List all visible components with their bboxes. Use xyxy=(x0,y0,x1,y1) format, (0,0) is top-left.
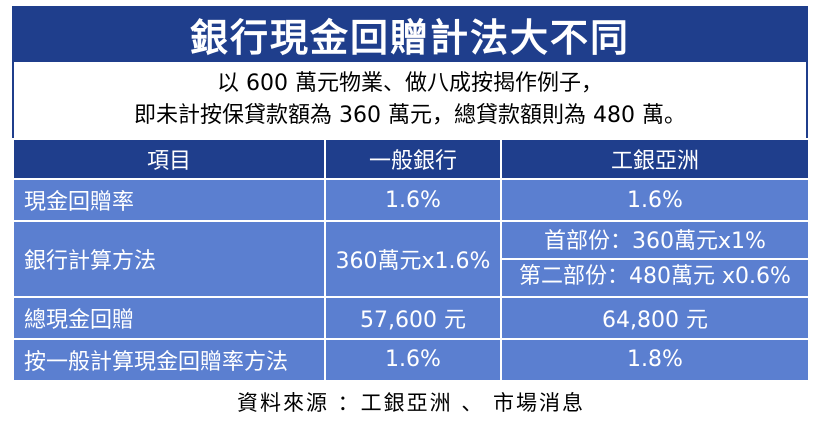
cell-icbc-split: 首部份：360萬元x1% 第二部份：480萬元 x0.6% xyxy=(500,220,810,298)
cell-icbc: 64,800 元 xyxy=(500,295,810,340)
header-icbc-asia: 工銀亞洲 xyxy=(500,138,810,180)
icbc-part-2: 第二部份：480萬元 x0.6% xyxy=(503,257,807,293)
page-title: 銀行現金回贈計法大不同 xyxy=(12,6,808,62)
source-note: 資料來源 ：工銀亞洲 、 市場消息 xyxy=(236,391,586,415)
infographic: 銀行現金回贈計法大不同 以 600 萬元物業、做八成按揭作例子， 即未計按保貸款… xyxy=(12,6,810,383)
cell-general: 360萬元x1.6% xyxy=(324,220,502,298)
cell-general: 1.6% xyxy=(324,177,502,223)
header-general-bank: 一般銀行 xyxy=(324,138,502,180)
row-label: 總現金回贈 xyxy=(12,295,326,340)
cell-general: 57,600 元 xyxy=(324,295,502,340)
comparison-table: 項目 一般銀行 工銀亞洲 現金回贈率 1.6% 1.6% 銀行計算方法 360萬… xyxy=(12,138,810,383)
table-row: 現金回贈率 1.6% 1.6% xyxy=(12,177,810,223)
row-label: 按一般計算現金回贈率方法 xyxy=(12,337,326,383)
cell-icbc: 1.6% xyxy=(500,177,810,223)
row-label: 銀行計算方法 xyxy=(12,220,326,298)
table-header-row: 項目 一般銀行 工銀亞洲 xyxy=(12,138,810,180)
table-row: 按一般計算現金回贈率方法 1.6% 1.8% xyxy=(12,337,810,383)
intro-line-2: 即未計按保貸款額為 360 萬元，總貸款額則為 480 萬。 xyxy=(134,103,686,128)
intro-line-1: 以 600 萬元物業、做八成按揭作例子， xyxy=(217,71,603,96)
row-label: 現金回贈率 xyxy=(12,177,326,223)
table-row: 銀行計算方法 360萬元x1.6% 首部份：360萬元x1% 第二部份：480萬… xyxy=(12,220,810,298)
cell-general: 1.6% xyxy=(324,337,502,383)
cell-icbc: 1.8% xyxy=(500,337,810,383)
intro-box: 以 600 萬元物業、做八成按揭作例子， 即未計按保貸款額為 360 萬元，總貸… xyxy=(12,62,808,138)
icbc-part-1: 首部份：360萬元x1% xyxy=(544,228,766,254)
header-item: 項目 xyxy=(12,138,326,180)
table-row: 總現金回贈 57,600 元 64,800 元 xyxy=(12,295,810,340)
